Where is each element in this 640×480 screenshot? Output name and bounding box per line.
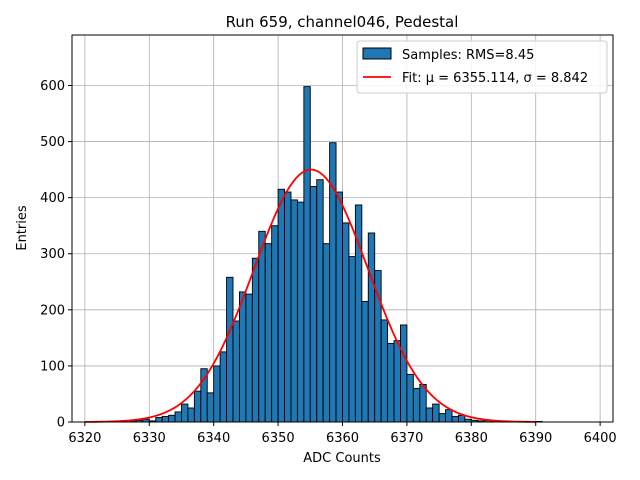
legend-histogram-label: Samples: RMS=8.45 — [402, 48, 534, 63]
y-axis-ticks: 0 100 200 300 400 500 600 — [40, 79, 72, 431]
x-tick-label: 6330 — [133, 431, 166, 446]
y-tick-label: 100 — [40, 359, 65, 374]
histogram-bar — [213, 365, 221, 423]
histogram-bar — [451, 415, 459, 423]
histogram-bar — [296, 201, 305, 423]
histogram-bar — [316, 179, 324, 423]
histogram-bar — [245, 293, 253, 423]
x-axis-label: ADC Counts — [303, 451, 381, 466]
histogram-bar — [290, 199, 298, 423]
y-tick-label: 300 — [40, 247, 65, 262]
histogram-bar — [432, 403, 440, 423]
histogram-bar — [342, 222, 350, 423]
histogram-bar — [284, 191, 292, 423]
x-tick-label: 6370 — [390, 431, 423, 446]
histogram-bar — [239, 291, 247, 423]
x-tick-label: 6360 — [326, 431, 359, 446]
histogram-bar — [206, 392, 215, 423]
histogram-bar — [438, 413, 446, 423]
histogram-bar — [361, 300, 369, 423]
y-tick-label: 200 — [40, 303, 65, 318]
histogram-bar — [309, 185, 318, 423]
histogram-bar — [232, 320, 240, 423]
histogram-bar — [303, 86, 311, 423]
legend-box — [356, 40, 608, 94]
histogram-bar — [425, 407, 434, 423]
histogram-bar — [322, 243, 331, 423]
histogram-bar — [251, 257, 260, 423]
histogram-bar — [380, 319, 389, 423]
histogram-bar — [400, 324, 408, 423]
histogram-bars — [116, 86, 543, 423]
x-axis-ticks: 6320 6330 6340 6350 6360 6370 6380 6390 6400 — [68, 422, 617, 446]
histogram-bar — [445, 409, 453, 423]
y-tick-label: 500 — [40, 135, 65, 150]
histogram-bar — [161, 415, 170, 423]
x-tick-label: 6320 — [68, 431, 101, 446]
histogram-bar — [348, 256, 356, 423]
histogram-bar — [258, 230, 266, 423]
fit-curve — [84, 168, 536, 423]
histogram-bar — [406, 373, 414, 423]
histogram-bar — [193, 390, 202, 423]
histogram-bar — [187, 407, 195, 423]
histogram-bar — [419, 383, 427, 423]
x-tick-label: 6380 — [455, 431, 488, 446]
histogram-bar — [412, 387, 421, 423]
histogram-bar — [457, 414, 466, 423]
x-tick-label: 6350 — [262, 431, 295, 446]
x-tick-label: 6390 — [519, 431, 552, 446]
x-tick-label: 6400 — [584, 431, 617, 446]
histogram-bar — [335, 191, 343, 423]
y-tick-label: 600 — [40, 79, 65, 94]
chart-title: Run 659, channel046, Pedestal — [226, 13, 459, 31]
histogram-bar — [367, 232, 376, 423]
histogram-bar — [174, 411, 182, 423]
histogram-bar — [393, 340, 401, 423]
histogram-bar — [219, 351, 228, 423]
legend-bar-swatch — [362, 47, 392, 60]
histogram-bar — [155, 417, 163, 423]
histogram-bar — [181, 403, 189, 423]
y-tick-label: 400 — [40, 191, 65, 206]
x-tick-label: 6340 — [197, 431, 230, 446]
legend-fit-label: Fit: μ = 6355.114, σ = 8.842 — [402, 71, 588, 86]
y-axis-label: Entries — [15, 205, 30, 251]
histogram-bar — [277, 188, 285, 423]
histogram-bar — [168, 414, 176, 423]
histogram-bar — [271, 225, 279, 423]
legend: Samples: RMS=8.45 Fit: μ = 6355.114, σ =… — [356, 40, 608, 94]
y-tick-label: 0 — [57, 416, 65, 431]
histogram-bar — [387, 343, 395, 423]
histogram-bar — [226, 276, 234, 423]
histogram-bar — [264, 243, 273, 423]
